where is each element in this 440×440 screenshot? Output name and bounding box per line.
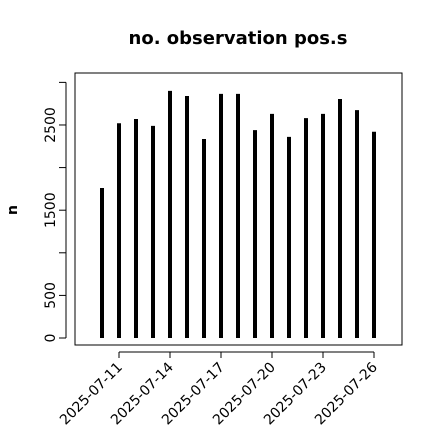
y-axis-label: n bbox=[5, 205, 21, 215]
y-tick-label: 0 bbox=[43, 334, 59, 343]
chart-title: no. observation pos.s bbox=[129, 28, 348, 49]
y-tick-label: 2500 bbox=[43, 107, 59, 143]
plot-box bbox=[74, 72, 403, 346]
y-tick-label: 1500 bbox=[43, 192, 59, 228]
y-tick-label: 500 bbox=[43, 282, 59, 309]
